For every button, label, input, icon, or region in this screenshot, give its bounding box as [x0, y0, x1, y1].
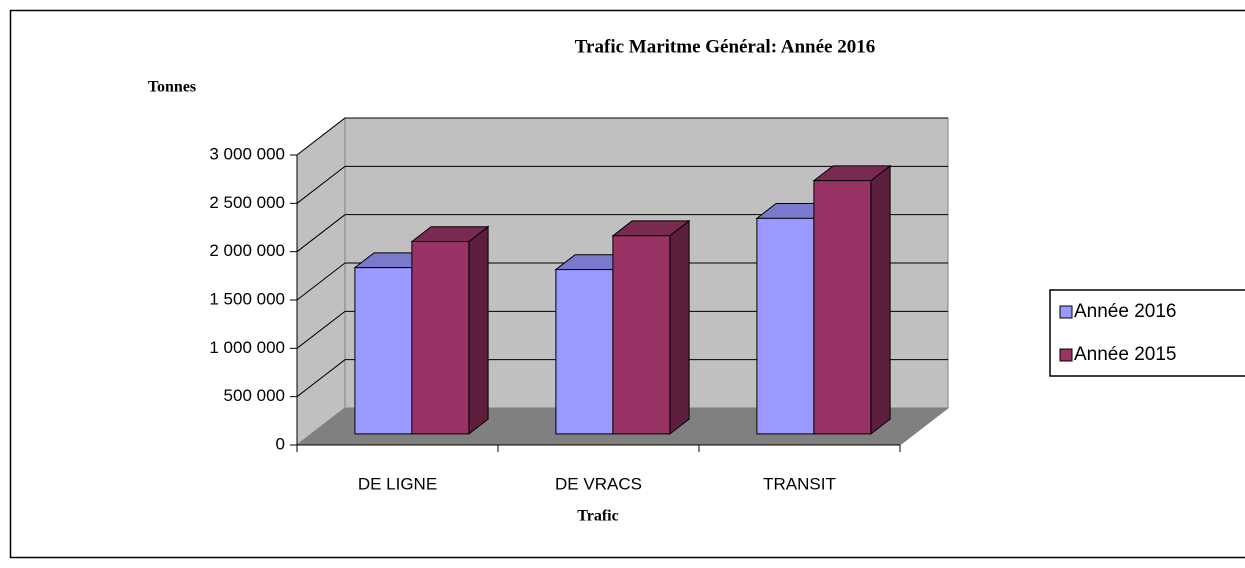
bar — [756, 217, 815, 435]
bar — [354, 267, 413, 435]
bar-side — [669, 219, 690, 435]
legend-box — [1049, 289, 1245, 377]
y-tick-label: 500 000 — [224, 386, 285, 405]
x-tick-label: DE VRACS — [555, 474, 642, 493]
chart-title: Trafic Maritme Général: Année 2016 — [575, 36, 875, 57]
y-tick-label: 3 000 000 — [209, 144, 285, 163]
grid-line — [296, 165, 948, 204]
bar-side — [468, 225, 489, 435]
grid-line — [296, 310, 948, 349]
x-tick-label: TRANSIT — [763, 474, 836, 493]
bar — [813, 180, 872, 435]
y-axis-label: Tonnes — [148, 79, 196, 96]
grid-line — [296, 359, 948, 398]
bar — [411, 241, 470, 435]
legend-swatch — [1059, 305, 1073, 319]
x-tick-label: DE LIGNE — [358, 474, 437, 493]
y-tick-label: 0 — [276, 434, 285, 453]
y-tick-label: 2 500 000 — [209, 193, 285, 212]
bar — [612, 235, 671, 435]
bar — [555, 269, 614, 435]
y-tick-label: 1 500 000 — [209, 289, 285, 308]
legend-swatch — [1059, 348, 1073, 362]
y-tick-label: 1 000 000 — [209, 338, 285, 357]
legend-label: Année 2015 — [1074, 344, 1177, 365]
x-axis-label: Trafic — [577, 508, 618, 525]
grid-line — [296, 214, 948, 253]
bar-side — [870, 164, 891, 435]
grid-line — [296, 117, 948, 156]
grid-line — [296, 262, 948, 301]
y-tick-label: 2 000 000 — [209, 241, 285, 260]
legend-label: Année 2016 — [1074, 301, 1177, 322]
